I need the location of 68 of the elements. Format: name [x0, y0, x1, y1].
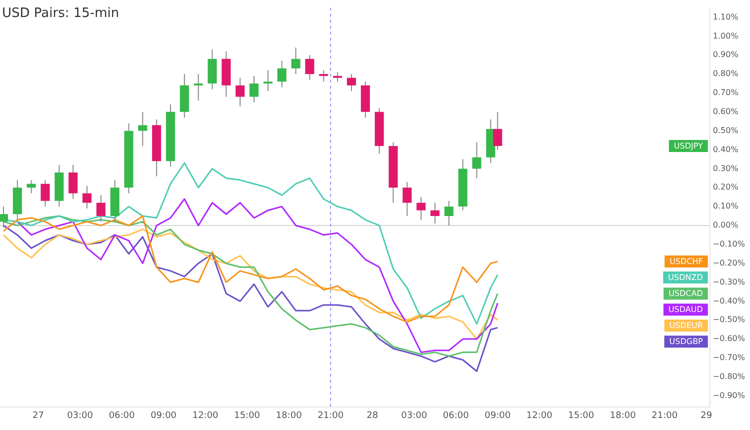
y-tick-label: 0.40% [712, 144, 739, 154]
candlestick [40, 180, 50, 208]
candlestick [416, 196, 426, 220]
candlestick [277, 60, 286, 88]
candlestick [82, 185, 92, 209]
x-tick-label: 28 [366, 410, 378, 421]
y-tick-label: −0.40% [712, 296, 746, 306]
candlestick [346, 74, 356, 92]
x-tick-label: 06:00 [442, 410, 470, 421]
chart-title: USD Pairs: 15-min [2, 6, 120, 21]
text: USDNZD [668, 273, 703, 282]
candlestick [305, 54, 314, 80]
y-tick-label: 0.50% [712, 126, 739, 135]
x-tick-label: 03:00 [401, 410, 428, 421]
y-tick-label: 0.90% [712, 50, 739, 60]
y-tick-label: 0.80% [712, 69, 739, 78]
text: USDAUD [668, 305, 703, 314]
candlestick [194, 74, 203, 102]
y-tick-label: 0.60% [712, 106, 739, 116]
y-tick-label: 1.00% [712, 31, 739, 40]
candlestick [402, 181, 412, 217]
y-tick-label: 0.70% [712, 88, 739, 98]
x-tick-label: 29 [700, 410, 712, 421]
x-tick-label: 15:00 [234, 410, 260, 421]
y-tick-label: 1.10% [712, 12, 739, 22]
y-tick-label: 0.30% [712, 164, 739, 173]
x-tick-label: 12:00 [192, 410, 219, 421]
y-tick-label: −0.50% [712, 315, 746, 324]
candlestick [138, 111, 148, 146]
x-tick-label: 18:00 [276, 410, 302, 421]
y-tick-label: −0.20% [712, 258, 746, 268]
candlestick [319, 70, 328, 82]
candlestick [236, 77, 245, 107]
candlestick [96, 194, 106, 222]
text: USDCHF [670, 257, 704, 266]
y-tick-label: −0.10% [712, 239, 746, 248]
text: USDEUR [669, 321, 704, 330]
candlestick [333, 72, 342, 82]
candlestick [26, 180, 36, 194]
y-tick-label: 0.10% [712, 202, 739, 211]
y-tick-label: −0.80% [712, 372, 746, 381]
candlestick [472, 142, 482, 179]
candlestick [291, 47, 300, 75]
text: USDCAD [668, 289, 703, 298]
x-tick-label: 09:00 [484, 410, 511, 421]
candlestick [250, 75, 259, 103]
text: USDGBP [669, 337, 704, 346]
y-tick-label: 0.20% [712, 182, 739, 192]
x-tick-label: 06:00 [108, 410, 136, 421]
x-tick-label: 03:00 [67, 410, 94, 421]
x-tick-label: 21:00 [318, 410, 344, 421]
candlestick [0, 206, 8, 228]
x-tick-label: 09:00 [150, 410, 177, 421]
y-tick-label: −0.90% [712, 390, 746, 400]
x-tick-label: 15:00 [568, 410, 594, 421]
candlestick [430, 202, 440, 224]
text: USDJPY [674, 142, 703, 151]
y-tick-label: −0.70% [712, 353, 746, 362]
candlestick [263, 70, 272, 92]
y-tick-label: −0.30% [712, 277, 746, 286]
candlestick [68, 164, 78, 200]
y-tick-label: 0.00% [712, 220, 739, 230]
x-tick-label: 21:00 [652, 410, 678, 421]
x-tick-label: 12:00 [526, 410, 553, 421]
x-tick-label: 27 [32, 410, 44, 421]
x-tick-label: 18:00 [610, 410, 636, 421]
candlestick [444, 200, 454, 226]
y-tick-label: −0.60% [712, 334, 746, 344]
